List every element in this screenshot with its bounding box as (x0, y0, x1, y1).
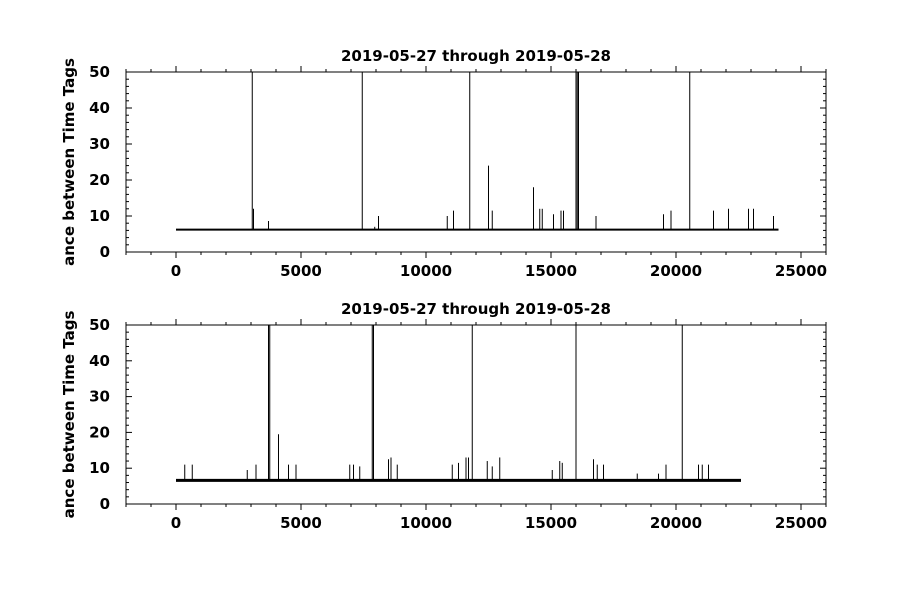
chart-title: 2019-05-27 through 2019-05-28 (341, 300, 611, 318)
y-tick-label: 30 (89, 135, 110, 153)
y-tick-label: 10 (89, 459, 110, 477)
series-layer (176, 72, 779, 231)
y-axis-label: ance between Time Tags (60, 58, 78, 266)
x-tick-label: 20000 (650, 514, 702, 532)
y-tick-label: 20 (89, 171, 110, 189)
plot-frame (125, 71, 827, 253)
y-axis: 0 10 20 30 40 50 (89, 63, 826, 261)
x-tick-label: 25000 (775, 514, 827, 532)
plot-frame (125, 324, 827, 505)
x-tick-label: 15000 (525, 262, 577, 280)
y-tick-label: 50 (89, 316, 110, 334)
x-tick-label: 10000 (400, 262, 452, 280)
y-tick-label: 0 (100, 495, 110, 513)
y-tick-label: 0 (100, 243, 110, 261)
x-tick-label: 5000 (280, 262, 322, 280)
y-tick-label: 10 (89, 207, 110, 225)
x-axis: 0 5000 10000 15000 20000 25000 (125, 66, 827, 280)
x-tick-label: 25000 (775, 262, 827, 280)
x-tick-label: 10000 (400, 514, 452, 532)
x-tick-label: 0 (171, 514, 181, 532)
series-layer (176, 325, 741, 482)
chart-title: 2019-05-27 through 2019-05-28 (341, 47, 611, 65)
y-tick-label: 50 (89, 63, 110, 81)
chart-panel-top: 2019-05-27 through 2019-05-28 ance betwe… (60, 47, 827, 280)
x-axis: 0 5000 10000 15000 20000 25000 (125, 319, 827, 532)
y-tick-label: 30 (89, 388, 110, 406)
x-tick-label: 0 (171, 262, 181, 280)
chart-panel-bottom: 2019-05-27 through 2019-05-28 ance betwe… (60, 300, 827, 532)
y-axis: 0 10 20 30 40 50 (89, 316, 826, 513)
x-tick-label: 15000 (525, 514, 577, 532)
x-tick-label: 5000 (280, 514, 322, 532)
y-tick-label: 40 (89, 99, 110, 117)
y-tick-label: 20 (89, 423, 110, 441)
y-axis-label: ance between Time Tags (60, 311, 78, 519)
y-tick-label: 40 (89, 352, 110, 370)
x-tick-label: 20000 (650, 262, 702, 280)
